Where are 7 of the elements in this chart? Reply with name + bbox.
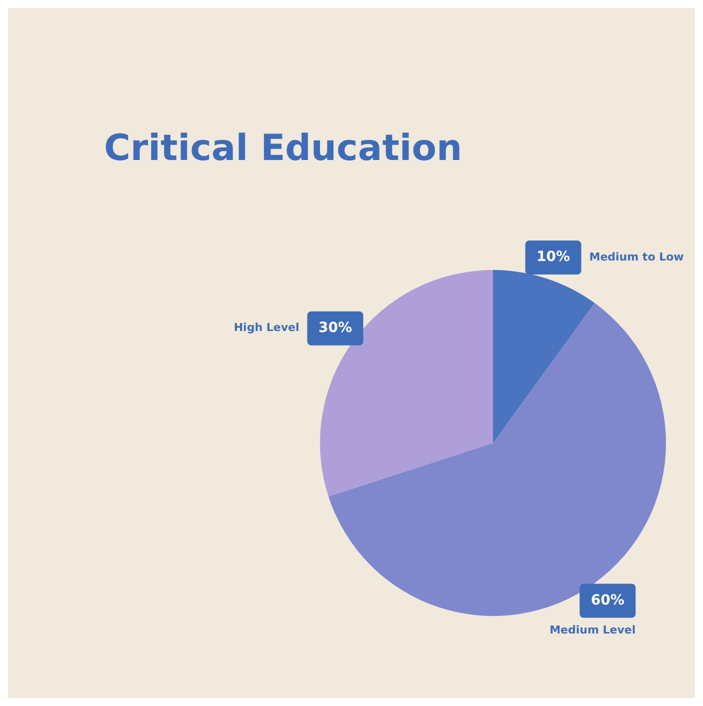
chart-title: Critical Education [104, 128, 462, 169]
slice-label: Medium to Low [589, 250, 684, 264]
data-label: 10% [536, 249, 570, 266]
slice-label: Medium Level [550, 624, 636, 637]
data-label: 30% [318, 320, 352, 336]
slice-label: High Level [234, 321, 300, 334]
data-label: 60% [590, 592, 624, 608]
